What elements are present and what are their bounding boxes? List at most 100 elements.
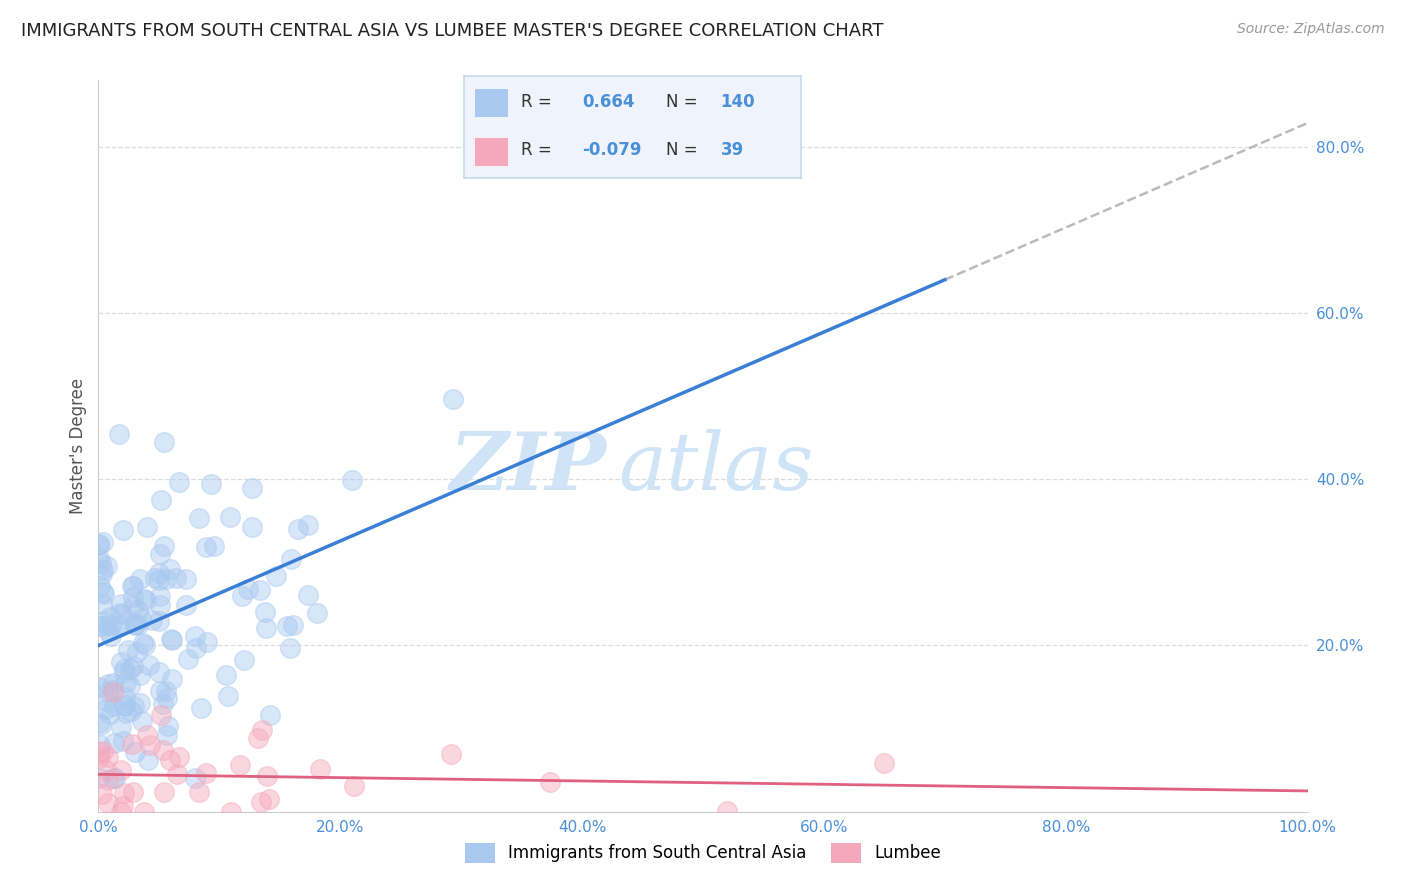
Point xyxy=(124,745,146,759)
Point xyxy=(87,750,110,764)
Point xyxy=(122,698,145,713)
Point xyxy=(200,477,222,491)
Point xyxy=(134,638,156,652)
Point xyxy=(121,579,143,593)
Point xyxy=(91,563,114,577)
Point xyxy=(98,706,121,721)
Y-axis label: Master's Degree: Master's Degree xyxy=(69,378,87,514)
Point xyxy=(283,618,305,632)
Point xyxy=(134,805,156,819)
Point xyxy=(110,805,132,819)
Point xyxy=(343,779,366,793)
Point xyxy=(247,731,270,745)
Text: N =: N = xyxy=(666,94,697,112)
Point xyxy=(112,524,135,538)
Point xyxy=(89,578,111,592)
Point xyxy=(122,579,145,593)
Point xyxy=(128,572,150,586)
Point xyxy=(873,756,896,770)
Point xyxy=(233,653,256,667)
Point xyxy=(215,668,238,682)
Point xyxy=(136,520,159,534)
Point xyxy=(111,798,134,813)
Text: N =: N = xyxy=(666,141,697,159)
Point xyxy=(716,805,738,819)
Point xyxy=(187,510,209,524)
Point xyxy=(156,729,179,743)
Point xyxy=(138,658,160,673)
Point xyxy=(87,715,110,730)
Point xyxy=(148,615,170,629)
Point xyxy=(100,618,122,632)
Point xyxy=(229,757,252,772)
Point xyxy=(108,606,131,620)
Point xyxy=(114,690,136,705)
Point xyxy=(257,791,280,805)
Point xyxy=(91,597,114,611)
Point xyxy=(93,614,115,628)
Point xyxy=(187,785,209,799)
Point xyxy=(249,583,271,598)
Point xyxy=(143,571,166,585)
Point xyxy=(103,736,125,750)
Point xyxy=(90,556,112,570)
Point xyxy=(121,737,143,751)
Point xyxy=(97,749,120,764)
FancyBboxPatch shape xyxy=(474,137,508,166)
Point xyxy=(103,676,125,690)
Point xyxy=(194,540,217,554)
Point xyxy=(90,787,112,801)
Point xyxy=(110,597,132,611)
Point xyxy=(103,684,125,698)
Point xyxy=(90,566,112,581)
Point xyxy=(160,632,183,647)
Point xyxy=(124,617,146,632)
Point xyxy=(240,481,263,495)
Point xyxy=(259,707,281,722)
Point xyxy=(162,672,184,686)
Point xyxy=(97,677,120,691)
Point xyxy=(141,613,163,627)
Point xyxy=(217,689,239,703)
Point xyxy=(190,701,212,715)
Point xyxy=(100,630,122,644)
Point xyxy=(150,708,173,723)
Point xyxy=(149,599,172,613)
Point xyxy=(101,683,124,698)
Point xyxy=(254,622,277,636)
Point xyxy=(167,750,190,764)
Point xyxy=(342,473,364,487)
Point xyxy=(149,548,172,562)
Point xyxy=(297,588,319,602)
Point xyxy=(91,535,114,549)
Point xyxy=(93,585,115,599)
Point xyxy=(89,739,111,753)
Point xyxy=(152,697,174,711)
Point xyxy=(87,551,110,566)
Point xyxy=(153,785,176,799)
Point xyxy=(308,762,330,776)
Point xyxy=(131,714,153,729)
Point xyxy=(98,610,121,624)
Point xyxy=(121,785,143,799)
Point xyxy=(127,618,149,632)
Point xyxy=(112,665,135,679)
Point xyxy=(136,728,159,742)
Point xyxy=(165,571,187,585)
Point xyxy=(97,624,120,639)
Point xyxy=(219,805,242,819)
Point xyxy=(118,679,141,693)
Point xyxy=(127,645,149,659)
Point xyxy=(149,684,172,698)
Point xyxy=(114,675,136,690)
Text: ZIP: ZIP xyxy=(450,429,606,507)
Point xyxy=(97,796,120,810)
Point xyxy=(148,665,170,680)
Point xyxy=(112,786,135,800)
Point xyxy=(110,616,132,631)
Point xyxy=(256,768,278,782)
Point xyxy=(132,591,155,606)
Point xyxy=(87,772,110,786)
Point xyxy=(254,606,277,620)
Point xyxy=(129,696,152,710)
